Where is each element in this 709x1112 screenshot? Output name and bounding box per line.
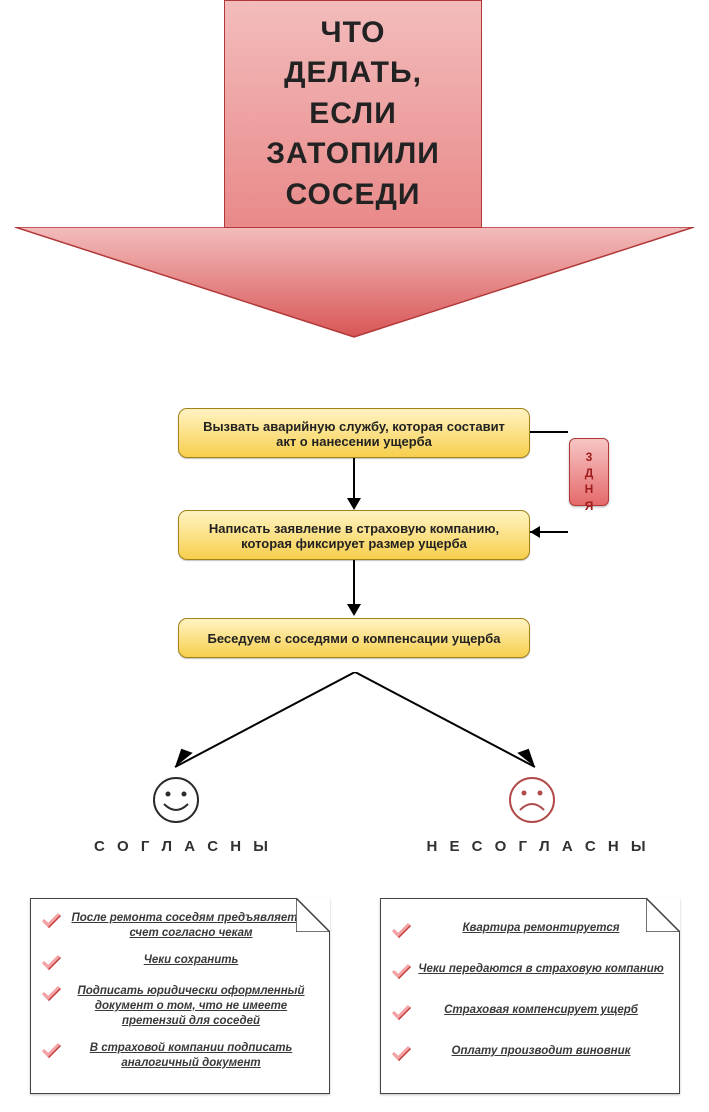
list-item-text: Оплату производит виновник xyxy=(413,1044,669,1059)
arrow-2-line xyxy=(353,560,355,606)
list-item-text: Квартира ремонтируется xyxy=(413,921,669,936)
header-arrow-stem: ЧТО ДЕЛАТЬ, ЕСЛИ ЗАТОПИЛИ СОСЕДИ xyxy=(224,0,482,228)
face-sad-icon xyxy=(508,776,556,824)
list-item-text: Чеки передаются в страховую компанию xyxy=(413,962,669,977)
list-item-text: В страховой компании подписать аналогичн… xyxy=(63,1041,319,1071)
list-item: Страховая компенсирует ущерб xyxy=(391,1003,669,1022)
step-3: Беседуем с соседями о компенсации ущерба xyxy=(178,618,530,658)
step-1-text: Вызвать аварийную службу, которая состав… xyxy=(195,419,513,449)
checkmark-icon xyxy=(41,954,63,972)
list-item: Чеки сохранить xyxy=(41,953,319,972)
list-item: Квартира ремонтируется xyxy=(391,921,669,940)
checkmark-icon xyxy=(391,922,413,940)
outcome-agree-label: С О Г Л А С Н Ы xyxy=(88,838,278,855)
sheet-disagree: Квартира ремонтируется Чеки передаются в… xyxy=(380,898,680,1094)
arrow-2-head xyxy=(347,604,361,616)
checkmark-icon xyxy=(391,1004,413,1022)
arrow-1-head xyxy=(347,498,361,510)
list-item-text: Страховая компенсирует ущерб xyxy=(413,1003,669,1018)
sheet-fold-icon xyxy=(296,898,330,932)
list-item: Подписать юридически оформленный докумен… xyxy=(41,984,319,1029)
step-2-text: Написать заявление в страховую компанию,… xyxy=(195,521,513,551)
checkmark-icon xyxy=(41,985,63,1003)
checkmark-icon xyxy=(41,1042,63,1060)
list-item: После ремонта соседям предъявляется счет… xyxy=(41,911,319,941)
split-arrows xyxy=(120,672,590,782)
checkmark-icon xyxy=(41,912,63,930)
list-item: Оплату производит виновник xyxy=(391,1044,669,1063)
sheet-disagree-list: Квартира ремонтируется Чеки передаются в… xyxy=(381,899,679,1085)
sheet-fold-icon xyxy=(646,898,680,932)
face-happy-icon xyxy=(152,776,200,824)
sheet-agree: После ремонта соседям предъявляется счет… xyxy=(30,898,330,1094)
list-item: Чеки передаются в страховую компанию xyxy=(391,962,669,981)
arrow-1-line xyxy=(353,458,355,500)
outcome-disagree-label: Н Е С О Г Л А С Н Ы xyxy=(418,838,658,855)
list-item-text: Подписать юридически оформленный докумен… xyxy=(63,984,319,1029)
sheet-agree-list: После ремонта соседям предъявляется счет… xyxy=(31,899,329,1093)
list-item: В страховой компании подписать аналогичн… xyxy=(41,1041,319,1071)
list-item-text: Чеки сохранить xyxy=(63,953,319,968)
bracket-connector xyxy=(530,422,610,542)
list-item-text: После ремонта соседям предъявляется счет… xyxy=(63,911,319,941)
step-2: Написать заявление в страховую компанию,… xyxy=(178,510,530,560)
checkmark-icon xyxy=(391,963,413,981)
header-arrow: ЧТО ДЕЛАТЬ, ЕСЛИ ЗАТОПИЛИ СОСЕДИ xyxy=(0,0,709,340)
step-3-text: Беседуем с соседями о компенсации ущерба xyxy=(195,631,513,646)
checkmark-icon xyxy=(391,1045,413,1063)
header-title: ЧТО ДЕЛАТЬ, ЕСЛИ ЗАТОПИЛИ СОСЕДИ xyxy=(266,13,440,216)
step-1: Вызвать аварийную службу, которая состав… xyxy=(178,408,530,458)
header-arrow-head xyxy=(0,227,709,340)
